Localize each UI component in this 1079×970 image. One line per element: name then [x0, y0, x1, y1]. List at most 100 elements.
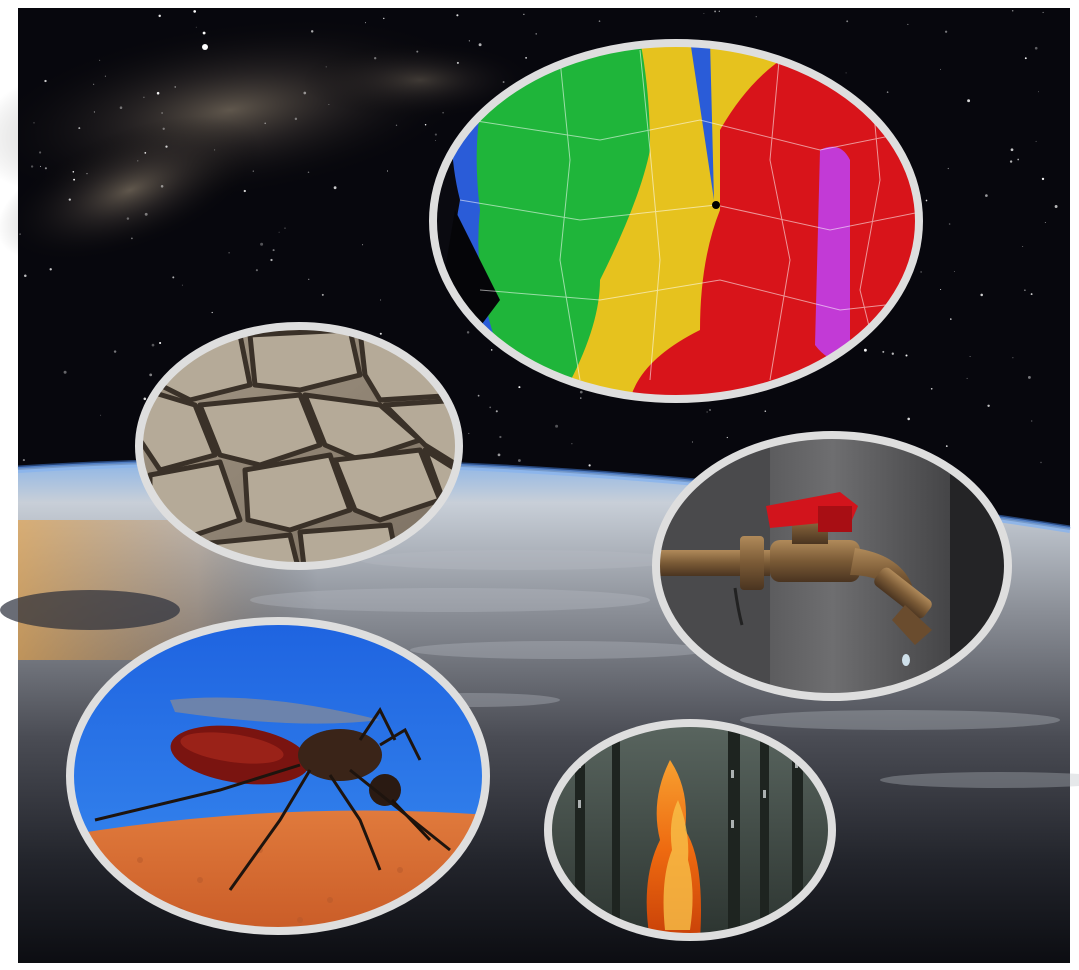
star	[945, 445, 948, 447]
star	[144, 212, 148, 216]
star	[1034, 46, 1038, 50]
star	[948, 223, 951, 225]
star	[195, 26, 197, 28]
star	[1009, 160, 1013, 163]
star	[1042, 11, 1044, 13]
star	[149, 373, 153, 377]
star	[1011, 10, 1014, 12]
star	[137, 160, 139, 162]
star	[174, 86, 176, 88]
star	[939, 68, 942, 70]
star	[362, 244, 364, 246]
star	[424, 124, 427, 126]
star	[434, 133, 437, 136]
star	[518, 386, 521, 389]
star	[1017, 158, 1020, 161]
star	[24, 274, 27, 277]
forest-fire-vignette	[544, 719, 836, 941]
star	[243, 189, 246, 193]
star	[93, 111, 95, 113]
star	[272, 249, 275, 252]
star	[181, 284, 183, 286]
star	[278, 231, 280, 233]
star	[44, 167, 47, 170]
star	[1027, 375, 1031, 379]
star	[580, 397, 582, 399]
star	[73, 178, 76, 181]
star	[456, 14, 459, 17]
star	[159, 341, 162, 345]
star	[119, 106, 123, 109]
star	[435, 140, 436, 142]
star	[143, 96, 145, 99]
star	[72, 171, 75, 173]
star	[588, 464, 591, 467]
star	[944, 30, 948, 33]
star	[478, 43, 482, 47]
star	[144, 152, 147, 154]
star	[156, 91, 160, 95]
star	[891, 352, 894, 355]
star	[193, 10, 197, 13]
star	[499, 435, 502, 439]
star	[86, 172, 88, 175]
star	[555, 424, 559, 428]
star	[1040, 461, 1042, 464]
star	[260, 242, 264, 246]
star	[709, 409, 711, 411]
star	[365, 22, 366, 24]
star	[308, 278, 310, 280]
star	[466, 331, 470, 334]
star	[535, 33, 537, 35]
star	[78, 127, 81, 130]
star	[303, 91, 307, 95]
star	[165, 145, 168, 148]
star	[985, 194, 988, 197]
star	[202, 31, 206, 35]
star	[525, 56, 528, 59]
star	[307, 171, 310, 173]
star	[22, 459, 25, 462]
star	[468, 432, 470, 435]
star	[930, 387, 933, 390]
star	[1041, 177, 1045, 181]
star	[907, 417, 910, 421]
star	[755, 16, 757, 18]
star	[104, 75, 106, 77]
mosquito-vignette	[66, 617, 490, 935]
star	[126, 217, 130, 220]
star	[333, 186, 337, 190]
star	[33, 122, 35, 124]
star	[905, 354, 908, 357]
star	[477, 394, 480, 397]
star	[953, 271, 955, 272]
star	[30, 165, 34, 168]
star	[44, 79, 47, 83]
star	[99, 59, 101, 62]
star	[846, 20, 849, 23]
star	[920, 271, 922, 273]
star	[571, 443, 573, 445]
star	[1022, 246, 1024, 248]
weather-radar-vignette	[429, 39, 923, 403]
star	[214, 149, 216, 151]
star	[987, 404, 990, 408]
star	[863, 348, 867, 352]
star	[947, 167, 949, 170]
star	[379, 332, 382, 335]
star	[456, 61, 459, 64]
star	[703, 13, 705, 15]
star	[374, 57, 377, 60]
star	[886, 91, 889, 93]
star	[131, 237, 133, 240]
star	[882, 350, 885, 353]
star	[517, 459, 521, 462]
star	[726, 436, 728, 439]
star	[100, 414, 102, 416]
star	[718, 10, 720, 12]
star	[383, 17, 385, 20]
star	[387, 170, 388, 172]
star	[172, 276, 175, 279]
star	[270, 258, 273, 262]
